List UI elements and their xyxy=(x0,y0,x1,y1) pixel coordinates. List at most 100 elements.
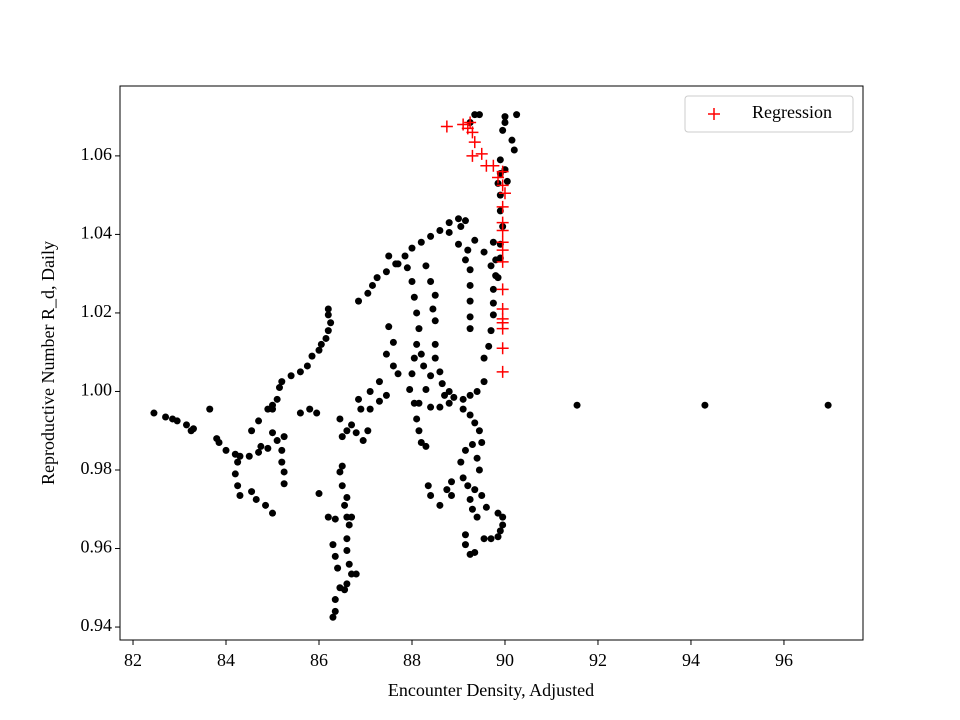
point xyxy=(401,252,409,260)
point xyxy=(173,417,181,425)
point xyxy=(280,433,288,441)
point xyxy=(427,232,435,240)
point xyxy=(436,501,444,509)
point xyxy=(454,240,462,248)
point xyxy=(499,126,507,134)
point xyxy=(413,415,421,423)
point xyxy=(487,262,495,270)
point xyxy=(485,342,493,350)
point xyxy=(280,480,288,488)
point xyxy=(410,293,418,301)
point xyxy=(234,482,242,490)
y-tick-label: 0.96 xyxy=(81,537,113,557)
point xyxy=(466,325,474,333)
point xyxy=(357,405,365,413)
point xyxy=(448,478,456,486)
point xyxy=(317,340,325,348)
point xyxy=(466,266,474,274)
point xyxy=(468,440,476,448)
point xyxy=(824,401,832,409)
point xyxy=(489,311,497,319)
y-tick-label: 1.04 xyxy=(81,223,113,243)
point xyxy=(373,274,381,282)
x-tick-label: 90 xyxy=(496,650,514,670)
point xyxy=(389,338,397,346)
point xyxy=(329,541,337,549)
point xyxy=(329,613,337,621)
point xyxy=(445,399,453,407)
point xyxy=(313,409,321,417)
point xyxy=(410,354,418,362)
point xyxy=(338,433,346,441)
point xyxy=(513,111,521,119)
point xyxy=(322,334,330,342)
point xyxy=(331,607,339,615)
point xyxy=(280,468,288,476)
point xyxy=(182,421,190,429)
point xyxy=(459,474,467,482)
point xyxy=(255,417,263,425)
x-axis-label: Encounter Density, Adjusted xyxy=(388,680,594,700)
point xyxy=(478,439,486,447)
point xyxy=(459,405,467,413)
point xyxy=(464,246,472,254)
plus-marker xyxy=(496,224,509,237)
point xyxy=(206,405,214,413)
point xyxy=(429,305,437,313)
point xyxy=(480,378,488,386)
point xyxy=(336,415,344,423)
point xyxy=(450,393,458,401)
y-tick-label: 1.02 xyxy=(81,301,113,321)
point xyxy=(436,368,444,376)
point xyxy=(338,462,346,470)
x-tick-label: 92 xyxy=(589,650,607,670)
point xyxy=(573,401,581,409)
point xyxy=(503,177,511,185)
point xyxy=(324,311,332,319)
point xyxy=(417,350,425,358)
point xyxy=(355,395,363,403)
point xyxy=(496,527,504,535)
point xyxy=(473,454,481,462)
point xyxy=(501,119,509,127)
point xyxy=(424,482,432,490)
y-tick-label: 0.98 xyxy=(81,458,113,478)
point xyxy=(408,244,416,252)
point xyxy=(324,305,332,313)
point xyxy=(306,405,314,413)
point xyxy=(494,509,502,517)
point xyxy=(461,217,469,225)
plus-marker xyxy=(475,147,488,160)
point xyxy=(501,113,509,121)
point xyxy=(475,466,483,474)
point xyxy=(278,458,286,466)
plus-marker xyxy=(496,322,509,335)
point xyxy=(382,268,390,276)
point xyxy=(431,340,439,348)
plus-marker xyxy=(498,187,511,200)
point xyxy=(348,513,356,521)
point xyxy=(445,387,453,395)
point xyxy=(324,327,332,335)
x-tick-label: 96 xyxy=(775,650,793,670)
point xyxy=(231,470,239,478)
point xyxy=(466,297,474,305)
point xyxy=(364,427,372,435)
point xyxy=(427,372,435,380)
plus-marker xyxy=(468,136,481,149)
point xyxy=(489,238,497,246)
x-tick-label: 86 xyxy=(310,650,328,670)
x-tick-label: 88 xyxy=(403,650,421,670)
point xyxy=(389,362,397,370)
point xyxy=(343,493,351,501)
point xyxy=(457,223,465,231)
point xyxy=(466,281,474,289)
point xyxy=(480,535,488,543)
point xyxy=(352,429,360,437)
point xyxy=(375,378,383,386)
point xyxy=(473,387,481,395)
point xyxy=(287,372,295,380)
point xyxy=(343,427,351,435)
legend-box xyxy=(684,95,854,133)
point xyxy=(445,228,453,236)
